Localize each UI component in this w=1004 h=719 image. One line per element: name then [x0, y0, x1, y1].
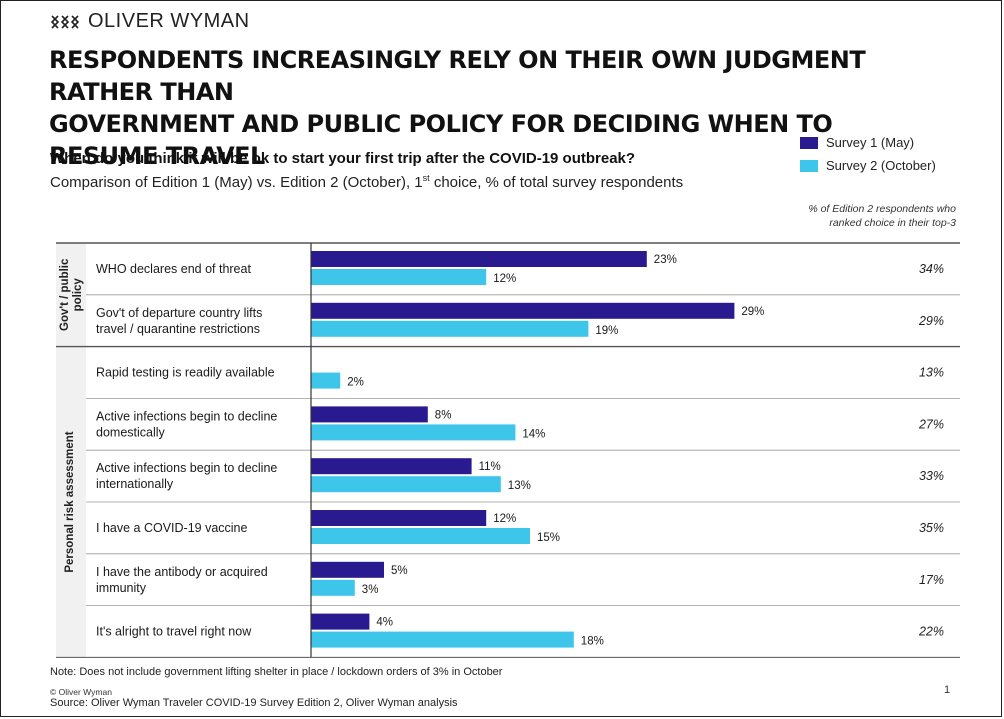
bar-survey1 [311, 613, 370, 630]
legend-swatch-survey2 [800, 159, 818, 172]
page-title: RESPONDENTS INCREASINGLY RELY ON THEIR O… [49, 44, 949, 172]
bar-survey1 [311, 251, 647, 267]
brand-name: OLIVER WYMAN [88, 10, 250, 32]
bar-survey1 [311, 510, 487, 526]
category-label-line-2: domestically [96, 425, 166, 439]
chart-row: Rapid testing is readily available 2% 13% [56, 345, 960, 389]
bar-survey2 [311, 424, 516, 441]
oliver-wyman-logo-icon [50, 14, 80, 29]
category-label-line-2: travel / quarantine restrictions [96, 322, 260, 336]
value-label-survey2: 13% [508, 480, 531, 492]
copyright: © Oliver Wyman [50, 687, 112, 697]
category-label-line-1: WHO declares end of threat [96, 262, 251, 276]
legend-item-survey2: Survey 2 (October) [800, 158, 936, 173]
category-label-line-1: I have the antibody or acquired [96, 565, 268, 579]
top3-note-line-2: ranked choice in their top-3 [829, 217, 956, 229]
category-label-line-2: internationally [96, 477, 174, 491]
title-line-2: GOVERNMENT AND PUBLIC POLICY FOR DECIDIN… [49, 110, 833, 170]
value-label-survey2: 18% [581, 636, 604, 648]
bar-survey2 [311, 631, 574, 648]
group-panel [56, 243, 86, 658]
subtitle-sup: st [422, 173, 430, 183]
source-note: Source: Oliver Wyman Traveler COVID-19 S… [50, 697, 458, 709]
bar-survey2 [311, 528, 530, 544]
chart-subtitle: Comparison of Edition 1 (May) vs. Editio… [50, 173, 683, 191]
category-label-line-1: Rapid testing is readily available [96, 366, 275, 380]
top3-value: 35% [919, 521, 944, 535]
value-label-survey2: 15% [537, 532, 560, 544]
chart-legend: Survey 1 (May) Survey 2 (October) [800, 135, 936, 173]
chart-row: WHO declares end of threat 23% 12% 34% [96, 251, 944, 285]
chart-row: It's alright to travel right now 4% 18% 22% [86, 605, 960, 648]
subtitle-pre: Comparison of Edition 1 (May) vs. Editio… [50, 174, 423, 191]
value-label-survey2: 14% [522, 428, 545, 440]
value-label-survey1: 5% [391, 565, 408, 577]
category-label: Active infections begin to decline intern… [96, 461, 277, 491]
chart-row: Active infections begin to decline intern… [86, 449, 960, 493]
category-label-line-1: Gov't of departure country lifts [96, 306, 262, 320]
legend-swatch-survey1 [800, 136, 818, 149]
value-label-survey2: 3% [362, 584, 379, 596]
group-label-line-1: Personal risk assessment [64, 431, 76, 572]
value-label-survey1: 23% [654, 254, 677, 266]
category-label-line-1: It's alright to travel right now [96, 625, 252, 639]
value-label-survey2: 2% [347, 377, 364, 389]
category-label: WHO declares end of threat [96, 262, 251, 276]
value-label-survey1: 8% [435, 409, 452, 421]
top3-note: % of Edition 2 respondents who ranked ch… [700, 202, 956, 230]
group-label-line-2: policy [72, 278, 84, 312]
bar-survey2 [311, 320, 589, 337]
category-label-line-2: immunity [96, 581, 147, 595]
category-label: Active infections begin to decline domest… [96, 409, 277, 439]
value-label-survey1: 29% [741, 306, 764, 318]
chart-row: I have the antibody or acquired immunity 5… [86, 553, 960, 596]
legend-item-survey1: Survey 1 (May) [800, 135, 936, 150]
chart-question: When do you think it will be ok to start… [50, 150, 636, 167]
subtitle-post: choice, % of total survey respondents [429, 174, 684, 191]
category-label-line-1: Active infections begin to decline [96, 461, 277, 475]
category-label: Rapid testing is readily available [96, 366, 275, 380]
bar-survey1 [311, 302, 735, 319]
chart-row: I have a COVID-19 vaccine 12% 15% 35% [86, 501, 960, 544]
value-label-survey1: 11% [479, 461, 501, 473]
category-label: I have the antibody or acquired immunity [96, 565, 268, 595]
bar-survey2 [311, 476, 501, 493]
bar-survey1 [311, 561, 384, 578]
group-label: Gov't / publicpolicy [59, 258, 84, 331]
value-label-survey2: 19% [595, 325, 618, 337]
bar-survey2 [311, 372, 341, 389]
top3-value: 13% [919, 366, 944, 380]
top3-value: 34% [919, 262, 944, 276]
bar-survey1 [311, 458, 472, 475]
value-label-survey1: 4% [376, 617, 393, 629]
bar-survey2 [311, 269, 487, 285]
category-label-line-1: Active infections begin to decline [96, 409, 277, 423]
category-label-line-1: I have a COVID-19 vaccine [96, 521, 248, 535]
title-line-1: RESPONDENTS INCREASINGLY RELY ON THEIR O… [49, 46, 866, 106]
legend-label-survey1: Survey 1 (May) [826, 135, 915, 150]
brand-logo: OLIVER WYMAN [50, 10, 250, 33]
top3-value: 29% [918, 314, 944, 328]
group-label: Personal risk assessment [64, 431, 76, 572]
chart-row: Active infections begin to decline domest… [86, 397, 960, 441]
top3-note-line-1: % of Edition 2 respondents who [808, 203, 956, 215]
legend-label-survey2: Survey 2 (October) [826, 158, 936, 173]
value-label-survey1: 12% [493, 513, 516, 525]
value-label-survey2: 12% [493, 273, 516, 285]
top3-value: 33% [919, 469, 944, 483]
bar-survey1 [311, 406, 428, 423]
category-label: I have a COVID-19 vaccine [96, 521, 248, 535]
bar-survey2 [311, 579, 355, 596]
top3-value: 27% [918, 417, 944, 431]
chart-row: Gov't of departure country lifts travel /… [86, 294, 960, 337]
top3-value: 17% [919, 573, 944, 587]
group-label-line-1: Gov't / public [59, 258, 71, 331]
page-number: 1 [944, 684, 951, 696]
footnote: Note: Does not include government liftin… [50, 666, 503, 678]
top3-value: 22% [918, 625, 944, 639]
category-label: Gov't of departure country lifts travel /… [96, 306, 262, 336]
category-label: It's alright to travel right now [96, 625, 252, 639]
